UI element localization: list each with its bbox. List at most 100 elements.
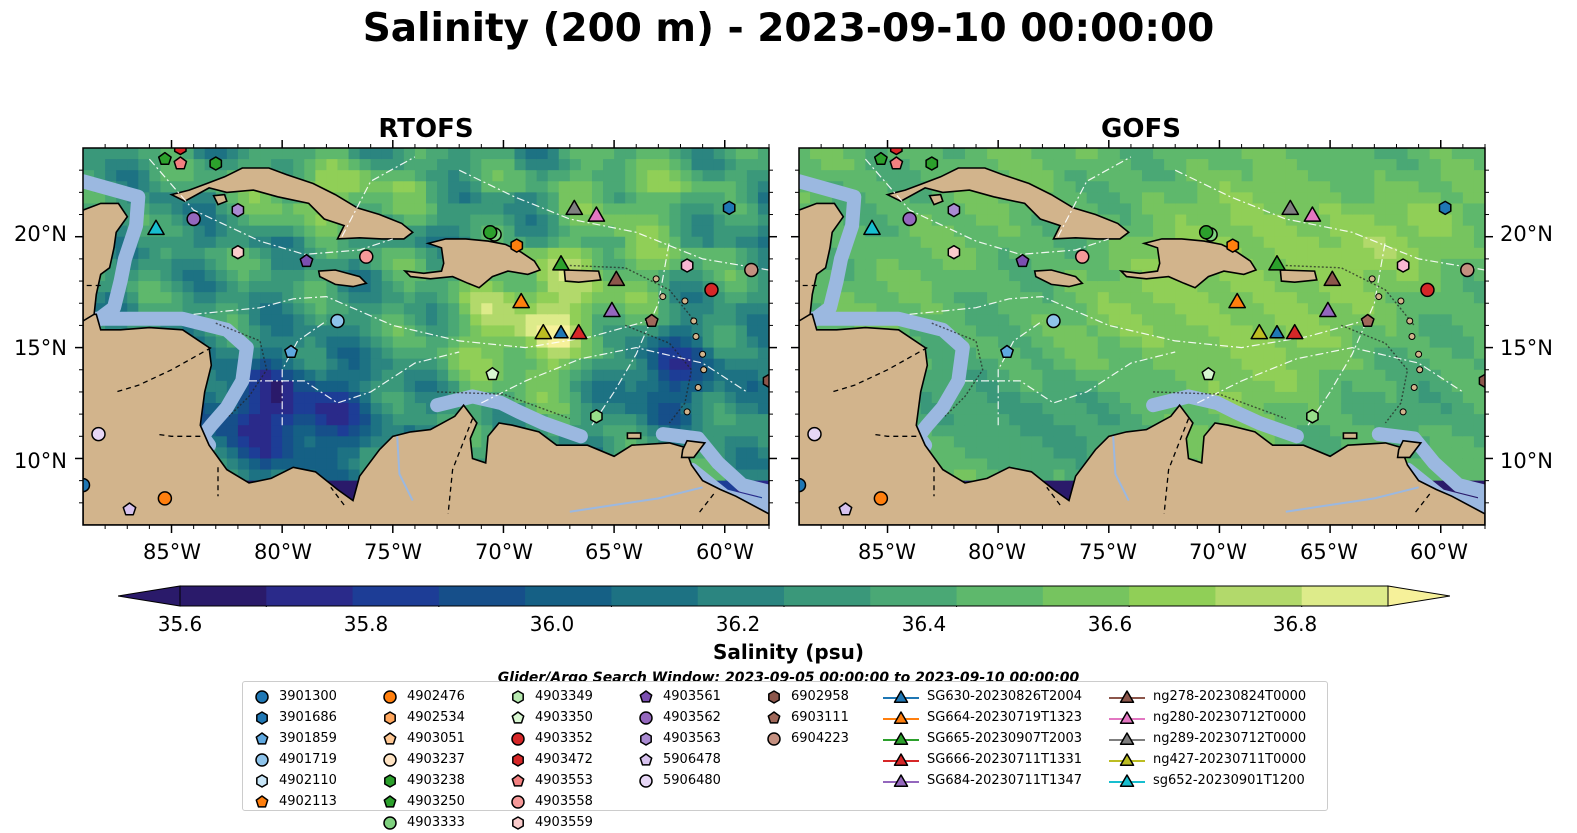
legend-entry: sg652-20230901T1200 xyxy=(1109,770,1306,791)
glider-marker-SG684-20230711T1347 xyxy=(1319,301,1337,318)
legend-entry: 4902113 xyxy=(253,791,337,812)
legend-marker-hexagon xyxy=(256,710,268,725)
legend-entry: ng427-20230711T0000 xyxy=(1109,749,1306,770)
legend-marker-triangle xyxy=(1119,689,1135,703)
legend-column: 4903349 4903350 4903352 4903472 4903553 49035… xyxy=(509,686,593,833)
float-marker-6903111 xyxy=(1360,313,1375,327)
float-marker-4902476 xyxy=(873,491,889,506)
colorbar-segment xyxy=(1215,586,1303,606)
colorbar-extend-high xyxy=(1387,585,1450,607)
legend-marker xyxy=(883,752,919,766)
legend-marker xyxy=(256,773,268,788)
float-marker-3901300 xyxy=(799,477,807,493)
colorbar xyxy=(118,585,1450,607)
legend-marker-circle xyxy=(511,731,525,746)
legend-marker-pentagon xyxy=(767,710,781,724)
legend-label: 4903562 xyxy=(663,710,721,725)
salinity-field xyxy=(799,148,1485,525)
legend-marker xyxy=(255,731,269,745)
colorbar-tick-label: 36.8 xyxy=(1272,612,1318,636)
colorbar-tick-label: 35.8 xyxy=(343,612,389,636)
legend-label: ng427-20230711T0000 xyxy=(1153,752,1307,767)
legend-entry: 4903562 xyxy=(637,707,721,728)
float-marker-4903350 xyxy=(1201,366,1216,381)
colorbar-segment xyxy=(1129,586,1216,606)
legend-label: 6902958 xyxy=(791,689,849,704)
legend-marker xyxy=(383,731,397,745)
glider-marker-SG664-20230719T1323 xyxy=(512,292,531,309)
legend-marker-triangle xyxy=(893,773,909,787)
legend-column: SG630-20230826T2004 SG664-20230719T1323 SG… xyxy=(883,686,1082,791)
legend-label: 6903111 xyxy=(791,710,849,725)
legend-label: 4903350 xyxy=(535,710,593,725)
xtick-label-70w: 70°W xyxy=(475,540,533,564)
map-panel-gofs xyxy=(791,140,1493,533)
legend-marker xyxy=(1109,752,1145,766)
legend-label: 4903563 xyxy=(663,731,721,746)
legend-marker-hexagon xyxy=(768,689,780,704)
glider-marker-ng280-20230712T0000 xyxy=(587,206,606,222)
legend-label: 4903349 xyxy=(535,689,593,704)
legend-entry: 4903563 xyxy=(637,728,721,749)
legend-entry: 4903553 xyxy=(509,770,593,791)
legend-entry: 6904223 xyxy=(765,728,849,749)
legend-entry: 3901859 xyxy=(253,728,337,749)
legend-label: 4903352 xyxy=(535,731,593,746)
colorbar-segment xyxy=(1042,586,1130,606)
legend-label: 4902110 xyxy=(279,773,337,788)
colorbar-segment xyxy=(870,586,958,606)
ytick-label-10n-right: 10°N xyxy=(1500,449,1553,473)
legend-label: 3901300 xyxy=(279,689,337,704)
legend-marker-hexagon xyxy=(640,731,652,746)
legend-marker-triangle xyxy=(1119,731,1135,745)
legend-marker-circle xyxy=(383,689,397,704)
legend-marker-triangle xyxy=(1119,752,1135,766)
legend-label: ng280-20230712T0000 xyxy=(1153,710,1307,725)
data-marker xyxy=(1396,258,1410,273)
float-marker-4902476 xyxy=(157,491,173,506)
legend-marker xyxy=(512,815,524,830)
ytick-label-20n-right: 20°N xyxy=(1500,222,1553,246)
float-marker-6904223 xyxy=(1460,262,1475,278)
legend: 3901300 3901686 3901859 4901719 4902110 49021… xyxy=(242,681,1328,830)
colorbar-tick-label: 36.6 xyxy=(1087,612,1133,636)
float-marker-6902958 xyxy=(1478,373,1485,389)
legend-marker xyxy=(255,752,269,767)
legend-marker-pentagon xyxy=(255,794,269,808)
legend-marker-triangle xyxy=(893,689,909,703)
xtick-label-85w: 85°W xyxy=(858,540,916,564)
legend-marker-triangle xyxy=(1119,773,1135,787)
main-title: Salinity (200 m) - 2023-09-10 00:00:00 xyxy=(362,6,1215,51)
colorbar-extend-low xyxy=(118,585,181,607)
legend-column: 4903561 4903562 4903563 5906478 5906480 xyxy=(637,686,721,791)
float-marker-4903250 xyxy=(157,151,172,166)
ytick-label-15n-right: 15°N xyxy=(1500,336,1553,360)
xtick-label-65w: 65°W xyxy=(1300,540,1358,564)
legend-entry: 4903559 xyxy=(509,812,593,833)
float-marker-4903561 xyxy=(1015,253,1030,268)
legend-marker xyxy=(883,731,919,745)
float-marker-6902958 xyxy=(762,373,769,389)
legend-label: 4903333 xyxy=(407,815,465,830)
glider-marker-ng278-20230824T0000 xyxy=(607,270,626,287)
xtick-label-75w: 75°W xyxy=(364,540,422,564)
legend-label: sg652-20230901T1200 xyxy=(1153,773,1305,788)
legend-entry: 4903238 xyxy=(381,770,465,791)
legend-marker-circle xyxy=(511,794,525,809)
legend-label: 4903558 xyxy=(535,794,593,809)
legend-entry: ng278-20230824T0000 xyxy=(1109,686,1306,707)
colorbar-segment xyxy=(1301,586,1389,606)
ytick-label-15n-left: 15°N xyxy=(14,336,67,360)
float-marker-4903553 xyxy=(889,156,904,170)
glider-marker-SG665-20230907T2003 xyxy=(552,255,570,271)
float-marker-4903352 xyxy=(1420,282,1435,298)
legend-label: SG665-20230907T2003 xyxy=(927,731,1083,746)
colorbar-segment xyxy=(956,586,1044,606)
legend-label: 5906478 xyxy=(663,752,721,767)
legend-marker xyxy=(511,773,525,787)
float-marker-4903250 xyxy=(873,151,888,166)
float-marker-5906480 xyxy=(91,426,106,442)
legend-entry: 4903250 xyxy=(381,791,465,812)
float-marker-3901686 xyxy=(722,200,736,216)
legend-entry: 4903333 xyxy=(381,812,465,833)
